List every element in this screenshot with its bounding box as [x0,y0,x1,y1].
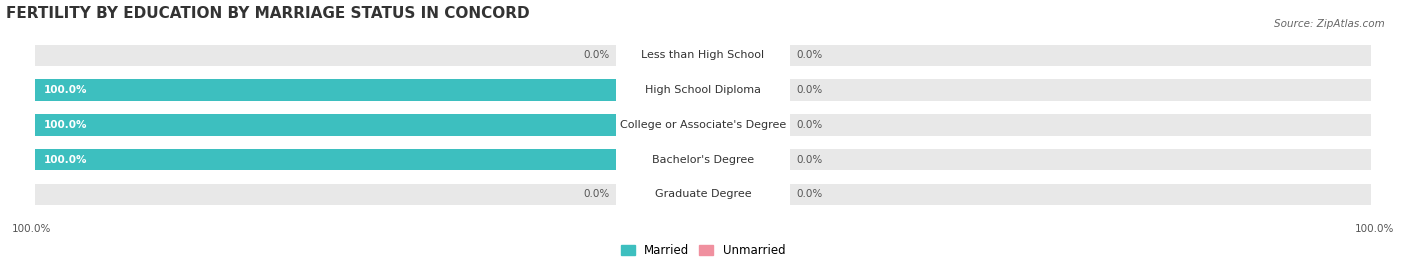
Bar [35,79,616,101]
Bar [790,79,1371,101]
Text: 100.0%: 100.0% [1355,224,1395,234]
Bar [35,149,616,170]
Text: Source: ZipAtlas.com: Source: ZipAtlas.com [1274,19,1385,29]
Bar [790,114,1371,136]
Text: 100.0%: 100.0% [44,85,87,95]
Bar [35,79,616,101]
Text: Bachelor's Degree: Bachelor's Degree [652,155,754,165]
Bar [35,45,616,66]
Text: 0.0%: 0.0% [583,50,610,61]
Text: 0.0%: 0.0% [796,50,823,61]
Bar [35,183,616,205]
Bar [35,114,616,136]
Bar [790,149,1371,170]
Text: High School Diploma: High School Diploma [645,85,761,95]
Text: 0.0%: 0.0% [796,189,823,199]
Text: Graduate Degree: Graduate Degree [655,189,751,199]
Text: 0.0%: 0.0% [583,189,610,199]
Text: 0.0%: 0.0% [796,120,823,130]
Text: 100.0%: 100.0% [44,155,87,165]
Text: 0.0%: 0.0% [796,85,823,95]
Legend: Married, Unmarried: Married, Unmarried [616,239,790,261]
Text: 0.0%: 0.0% [796,155,823,165]
Text: FERTILITY BY EDUCATION BY MARRIAGE STATUS IN CONCORD: FERTILITY BY EDUCATION BY MARRIAGE STATU… [6,6,529,20]
Text: Less than High School: Less than High School [641,50,765,61]
Bar [35,149,616,170]
Bar [790,45,1371,66]
Bar [790,183,1371,205]
Text: 100.0%: 100.0% [11,224,51,234]
Text: 100.0%: 100.0% [44,120,87,130]
Bar [35,114,616,136]
Text: College or Associate's Degree: College or Associate's Degree [620,120,786,130]
